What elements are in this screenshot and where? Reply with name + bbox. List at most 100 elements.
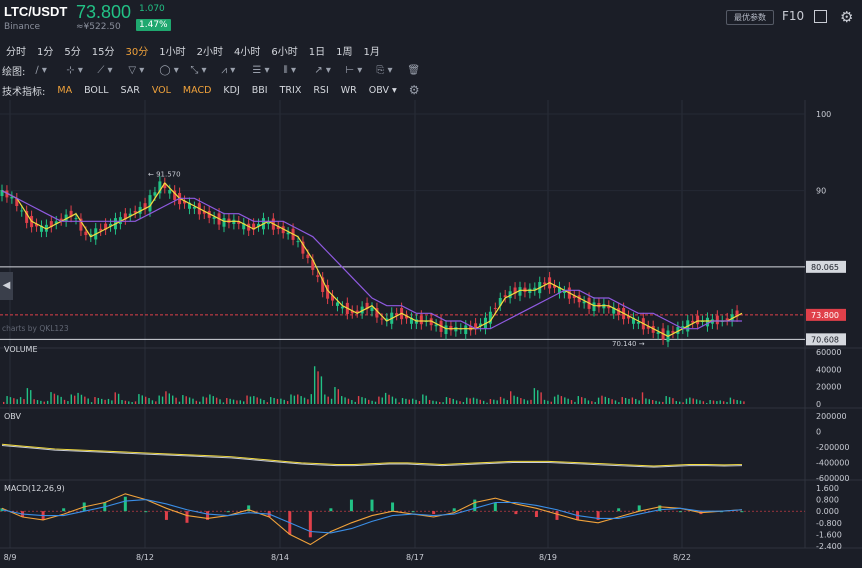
indicator-rsi[interactable]: RSI <box>313 84 329 96</box>
candle-body <box>104 223 108 230</box>
interval-tab[interactable]: 1小时 <box>159 46 186 58</box>
macd-hist-bar <box>370 499 374 512</box>
candle-body <box>286 232 290 235</box>
drawing-label: 绘图: <box>2 66 26 78</box>
indicator-obv[interactable]: OBV ▾ <box>368 84 397 96</box>
volume-bar <box>567 398 569 404</box>
interval-tab[interactable]: 1周 <box>336 46 353 58</box>
interval-tab[interactable]: 5分 <box>64 46 81 58</box>
header-bar: LTC/USDT Binance 73.800 1.070 ≈¥522.50 1… <box>0 0 862 38</box>
price-line-tag <box>806 260 846 273</box>
shape-tool-icon[interactable]: ▽ ▾ <box>128 64 145 76</box>
ray-tool-icon[interactable]: ⊹ ▾ <box>66 64 83 76</box>
interval-tab[interactable]: 4小时 <box>233 46 261 58</box>
volume-bar <box>141 395 143 404</box>
indicator-macd[interactable]: MACD <box>182 84 212 96</box>
volume-bar <box>188 397 191 404</box>
volume-bar <box>476 398 478 404</box>
volume-bar <box>276 398 279 404</box>
candle-body <box>69 210 73 217</box>
candle-body <box>434 324 438 327</box>
volume-bar <box>716 401 718 404</box>
interval-tab[interactable]: 1日 <box>308 46 326 58</box>
delete-tool-icon[interactable]: 🗑 <box>407 64 421 76</box>
candle-body <box>488 311 492 324</box>
y-tick-label: 20000 <box>816 383 841 392</box>
macd-hist-bar <box>206 511 210 520</box>
candle-body <box>0 190 4 197</box>
pattern-tool-icon[interactable]: ⤡ ▾ <box>190 64 207 76</box>
interval-tab[interactable]: 1月 <box>363 46 380 58</box>
measure-tool-icon[interactable]: ↗ ▾ <box>314 64 331 76</box>
indicator-kdj[interactable]: KDJ <box>223 84 240 96</box>
volume-bar <box>26 388 29 404</box>
brush-tool-icon[interactable]: ◯ ▾ <box>159 64 179 76</box>
volume-bar <box>242 401 245 404</box>
volume-bar <box>604 396 607 404</box>
candle-body <box>691 320 695 323</box>
indicator-wr[interactable]: WR <box>340 84 357 96</box>
volume-bar <box>283 399 285 404</box>
indicator-sar[interactable]: SAR <box>120 84 140 96</box>
macd-hist-bar <box>432 511 436 515</box>
y-tick-label: -0.800 <box>816 519 842 528</box>
indicator-trix[interactable]: TRIX <box>279 84 302 96</box>
volume-bar <box>73 395 76 404</box>
indicator-bbi[interactable]: BBI <box>251 84 268 96</box>
indicator-boll[interactable]: BOLL <box>84 84 109 96</box>
indicator-vol[interactable]: VOL <box>151 84 171 96</box>
fib-tool-icon[interactable]: ⩘ ▾ <box>221 64 236 76</box>
chart-canvas[interactable]: 100 90 80.065 73.800 70.608 ← 91.570 70.140 → V… <box>0 100 862 568</box>
interval-tab[interactable]: 分时 <box>6 46 26 58</box>
f10-button[interactable]: F10 <box>782 9 805 23</box>
indicator-ma[interactable]: MA <box>57 84 73 96</box>
clone-tool-icon[interactable]: ⎘ ▾ <box>376 64 393 76</box>
obv-title: OBV <box>4 412 22 421</box>
volume-bar <box>570 400 573 404</box>
x-tick-label: 8/19 <box>539 553 557 562</box>
volume-bar <box>479 399 481 404</box>
volume-bar <box>526 400 529 404</box>
macd-hist-bar <box>226 511 230 513</box>
arrow-tool-icon[interactable]: ⦀ ▾ <box>283 64 296 76</box>
optimize-params-button[interactable]: 最优参数 <box>726 10 774 25</box>
candle-body <box>370 307 374 312</box>
candle-body <box>212 217 216 219</box>
volume-bar <box>516 396 519 404</box>
macd-dif-line <box>1 493 743 546</box>
volume-bar <box>337 389 340 404</box>
volume-bar <box>618 402 620 404</box>
settings-icon[interactable]: ⚙ <box>840 8 854 26</box>
line-tool-icon[interactable]: ∕ ▾ <box>35 64 47 76</box>
macd-hist-bar <box>678 511 682 513</box>
interval-tab[interactable]: 1分 <box>37 46 54 58</box>
volume-bar <box>679 401 681 404</box>
interval-tab[interactable]: 6小时 <box>271 46 298 58</box>
volume-bar <box>395 398 397 404</box>
gann-tool-icon[interactable]: ☰ ▾ <box>252 64 270 76</box>
volume-bar <box>97 397 100 404</box>
indicator-settings-icon[interactable]: ⚙ <box>408 83 420 97</box>
text-tool-icon[interactable]: ⊢ ▾ <box>345 64 363 76</box>
volume-bar <box>553 396 556 404</box>
fullscreen-icon[interactable] <box>814 10 827 23</box>
collapse-left-icon[interactable]: ◀ <box>0 272 13 300</box>
interval-tab[interactable]: 15分 <box>91 46 115 58</box>
candle-body <box>444 325 448 335</box>
channel-tool-icon[interactable]: ⟋ ▾ <box>97 64 113 76</box>
candle-body <box>133 210 137 213</box>
interval-tab[interactable]: 30分 <box>125 46 149 58</box>
volume-bar <box>631 397 634 404</box>
price-line-tag <box>806 333 846 346</box>
volume-bar <box>84 396 86 404</box>
candle-body <box>646 326 650 329</box>
macd-hist-bar <box>473 499 477 512</box>
volume-bar <box>249 396 252 404</box>
interval-tab[interactable]: 2小时 <box>196 46 223 58</box>
volume-bar <box>63 399 66 404</box>
volume-bar <box>33 399 35 404</box>
volume-bar <box>317 371 319 404</box>
volume-bar <box>391 396 394 404</box>
candle-body <box>79 218 83 231</box>
volume-bar <box>692 398 694 404</box>
